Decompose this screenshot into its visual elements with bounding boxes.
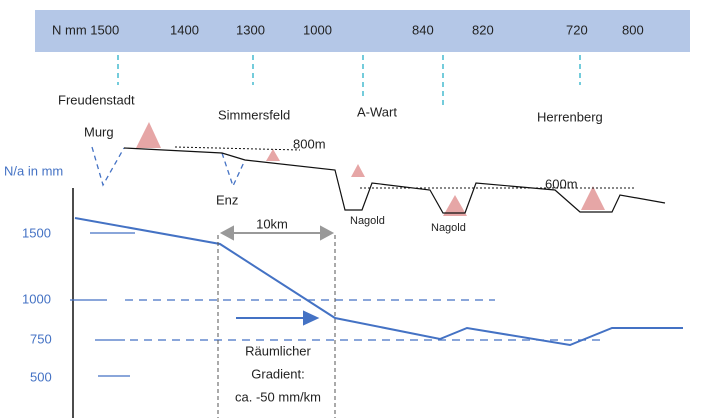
river: Nagold bbox=[350, 215, 385, 227]
river: Murg bbox=[84, 124, 114, 139]
gradient-text: ca. -50 mm/km bbox=[235, 389, 321, 404]
place: Freudenstadt bbox=[58, 92, 135, 107]
gradient-text: Räumlicher bbox=[245, 343, 311, 358]
axis-ticks bbox=[70, 233, 135, 376]
level-lines bbox=[125, 300, 605, 340]
gradient-text: Gradient: bbox=[251, 366, 304, 381]
header-label: 800 bbox=[622, 22, 644, 37]
tick-label: 500 bbox=[30, 369, 52, 384]
diagram: N mm 1500 1400 1300 1000 840 820 720 800… bbox=[0, 0, 701, 418]
river: Nagold bbox=[431, 222, 466, 234]
header-label: 1000 bbox=[303, 22, 332, 37]
distance-label: 10km bbox=[256, 216, 288, 231]
terrain-profile bbox=[124, 148, 665, 213]
header-label: 820 bbox=[472, 22, 494, 37]
height: 800m bbox=[293, 136, 326, 151]
tick-label: 1500 bbox=[22, 225, 51, 240]
header-label: N mm 1500 bbox=[52, 22, 119, 37]
connectors bbox=[118, 55, 580, 108]
header-label: 720 bbox=[566, 22, 588, 37]
place: Herrenberg bbox=[537, 109, 603, 124]
tick-label: 1000 bbox=[22, 291, 51, 306]
place: Simmersfeld bbox=[218, 107, 290, 122]
precipitation-line bbox=[75, 218, 683, 345]
header-label: 840 bbox=[412, 22, 434, 37]
flow-arrow bbox=[236, 312, 317, 324]
tick-label: 750 bbox=[30, 331, 52, 346]
header-label: 1400 bbox=[170, 22, 199, 37]
place: A-Wart bbox=[357, 104, 397, 119]
header-bar bbox=[35, 10, 690, 52]
river: Enz bbox=[216, 192, 238, 207]
header-label: 1300 bbox=[236, 22, 265, 37]
axis-title: N/a in mm bbox=[4, 163, 63, 178]
mountains bbox=[136, 122, 605, 216]
